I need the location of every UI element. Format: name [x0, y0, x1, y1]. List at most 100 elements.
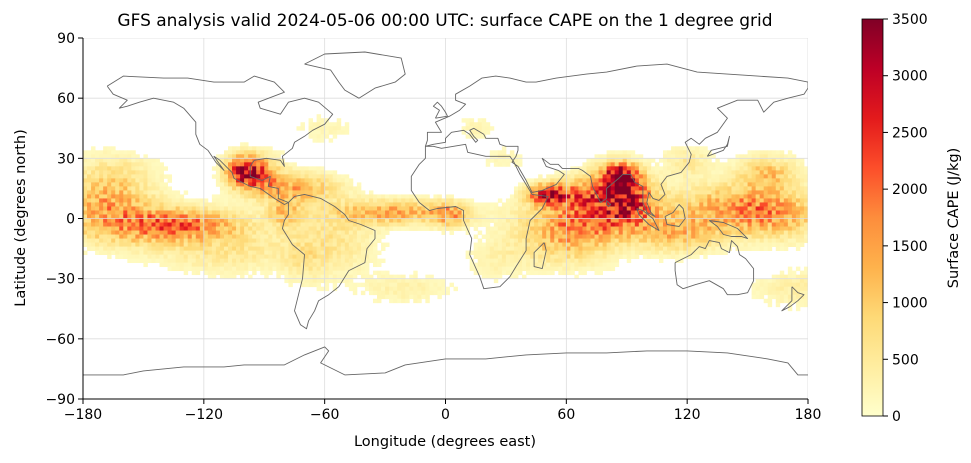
cape-cell: [107, 230, 112, 235]
cape-cell: [195, 222, 201, 227]
cape-cell: [610, 238, 616, 243]
cape-cell: [550, 222, 555, 227]
cape-cell: [715, 170, 720, 175]
cape-cell: [127, 230, 132, 235]
cape-cell: [610, 194, 616, 199]
cape-cell: [389, 286, 394, 292]
cape-cell: [783, 238, 789, 243]
cape-cell: [743, 166, 748, 171]
cape-cell: [679, 230, 684, 235]
cape-cell: [771, 198, 777, 203]
cape-cell: [481, 270, 487, 276]
cape-cell: [437, 282, 442, 288]
cape-cell: [671, 194, 676, 199]
cape-cell: [324, 230, 330, 235]
cape-cell: [215, 258, 221, 264]
cape-cell: [578, 182, 583, 187]
cape-cell: [147, 242, 152, 247]
cape-cell: [119, 174, 124, 179]
cape-cell: [207, 218, 213, 223]
cape-cell: [143, 246, 148, 251]
cape-cell: [775, 282, 781, 288]
cape-cell: [356, 254, 362, 260]
cape-cell: [195, 226, 201, 231]
cape-cell: [373, 250, 378, 255]
cape-cell: [610, 166, 616, 171]
cape-cell: [679, 190, 684, 195]
cape-cell: [284, 254, 289, 260]
cape-cell: [803, 198, 808, 203]
cape-cell: [763, 170, 769, 175]
cape-cell: [735, 238, 740, 243]
cape-cell: [99, 162, 104, 167]
cape-cell: [111, 242, 116, 247]
cape-cell: [767, 162, 773, 167]
cape-cell: [779, 202, 785, 207]
cape-cell: [401, 278, 406, 284]
cape-cell: [244, 178, 249, 183]
cape-cell: [550, 242, 555, 247]
cape-cell: [135, 218, 140, 223]
cape-cell: [642, 182, 648, 187]
cape-cell: [356, 210, 362, 215]
cape-cell: [582, 178, 587, 183]
cape-cell: [179, 198, 185, 203]
cape-cell: [646, 186, 652, 191]
cape-cell: [211, 194, 217, 199]
cape-cell: [115, 162, 120, 167]
cape-cell: [284, 206, 289, 211]
cape-cell: [554, 190, 559, 195]
cape-cell: [381, 286, 386, 292]
cape-cell: [622, 218, 628, 223]
cape-cell: [445, 198, 450, 203]
cape-cell: [445, 202, 450, 207]
cape-cell: [191, 254, 197, 260]
cape-cell: [232, 238, 237, 243]
cape-cell: [618, 234, 624, 239]
cape-cell: [799, 290, 805, 296]
cape-cell: [147, 226, 152, 231]
cape-cell: [687, 154, 692, 159]
cape-cell: [594, 194, 599, 199]
cape-cell: [610, 198, 616, 203]
cape-cell: [671, 154, 676, 159]
cape-cell: [368, 250, 374, 255]
cape-cell: [602, 158, 608, 163]
cape-cell: [622, 234, 628, 239]
cape-cell: [244, 246, 249, 251]
cape-cell: [203, 258, 209, 264]
cape-cell: [171, 214, 177, 219]
cape-cell: [582, 198, 587, 203]
cape-cell: [518, 218, 523, 223]
cape-cell: [699, 206, 704, 211]
cape-cell: [574, 242, 579, 247]
cape-cell: [119, 194, 124, 199]
cape-cell: [767, 214, 773, 219]
cape-cell: [385, 218, 390, 223]
cape-cell: [151, 190, 156, 195]
cape-cell: [501, 258, 507, 264]
cape-cell: [791, 154, 797, 159]
cape-cell: [175, 222, 181, 227]
cape-cell: [534, 210, 539, 215]
cape-cell: [328, 198, 334, 203]
cape-cell: [663, 166, 668, 171]
cape-cell: [284, 274, 289, 280]
cape-cell: [646, 242, 652, 247]
cape-cell: [179, 262, 185, 268]
cape-cell: [667, 162, 672, 167]
cape-cell: [87, 226, 92, 231]
cape-cell: [417, 226, 422, 231]
cape-cell: [111, 206, 116, 211]
cape-cell: [228, 194, 233, 199]
cape-cell: [530, 254, 535, 260]
cape-cell: [364, 270, 370, 276]
cape-cell: [558, 202, 563, 207]
cape-cell: [381, 214, 386, 219]
cape-cell: [747, 162, 753, 167]
cape-cell: [425, 198, 430, 203]
cape-cell: [211, 266, 217, 272]
cape-cell: [683, 238, 688, 243]
cape-cell: [783, 278, 789, 284]
cape-cell: [163, 254, 168, 260]
